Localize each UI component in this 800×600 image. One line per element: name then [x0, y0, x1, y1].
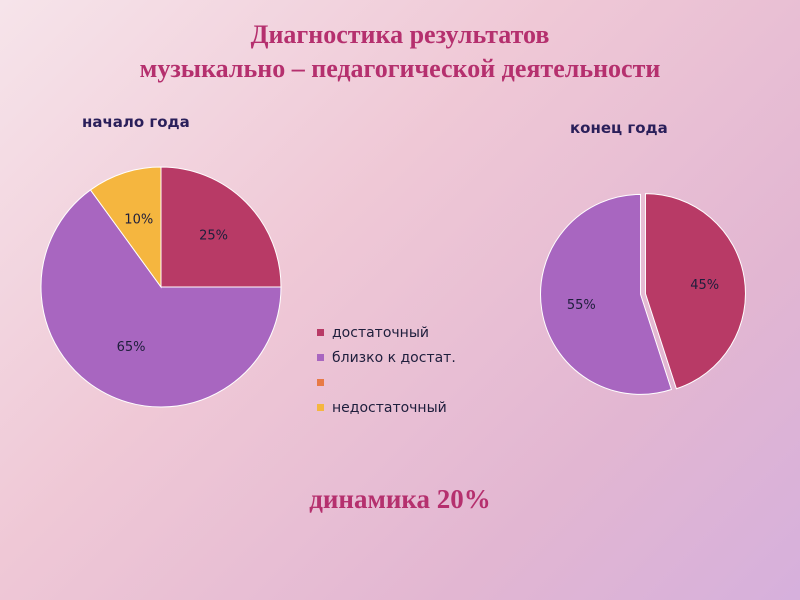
pie-slice-1 — [160, 166, 282, 288]
data-label-2: 55% — [567, 298, 596, 313]
legend-label: достаточный — [332, 324, 429, 341]
title-line-1: Диагностика результатов — [250, 20, 550, 49]
chart-title-end-of-year: конец года — [570, 119, 668, 137]
data-label-4: 10% — [124, 213, 153, 228]
pie-chart-start-of-year: 25% 65% 10% — [40, 166, 282, 408]
pie-slice-2 — [40, 189, 282, 408]
data-label-1: 45% — [690, 278, 719, 293]
page-title: Диагностика результатов музыкально – пед… — [0, 18, 800, 86]
legend-label: недостаточный — [332, 399, 447, 416]
chart-title-start-of-year: начало года — [82, 113, 190, 131]
legend-item-1: достаточный — [317, 320, 456, 345]
title-line-2: музыкально – педагогической деятельности — [139, 54, 661, 83]
legend-label: близко к достат. — [332, 349, 456, 366]
chart-legend: достаточный близко к достат. недостаточный — [317, 320, 456, 420]
dynamics-label: динамика 20% — [309, 484, 491, 514]
legend-swatch — [317, 329, 324, 336]
legend-swatch — [317, 379, 324, 386]
legend-item-3 — [317, 370, 456, 395]
legend-swatch — [317, 354, 324, 361]
legend-item-2: близко к достат. — [317, 345, 456, 370]
pie-slice-1 — [644, 193, 746, 390]
legend-swatch — [317, 404, 324, 411]
data-label-2: 65% — [117, 340, 146, 355]
pie-slice-2 — [540, 193, 673, 395]
pie-chart-end-of-year: 45% 55% — [540, 193, 746, 395]
pie-slice-4 — [89, 166, 162, 289]
data-label-1: 25% — [199, 228, 228, 243]
legend-item-4: недостаточный — [317, 395, 456, 420]
